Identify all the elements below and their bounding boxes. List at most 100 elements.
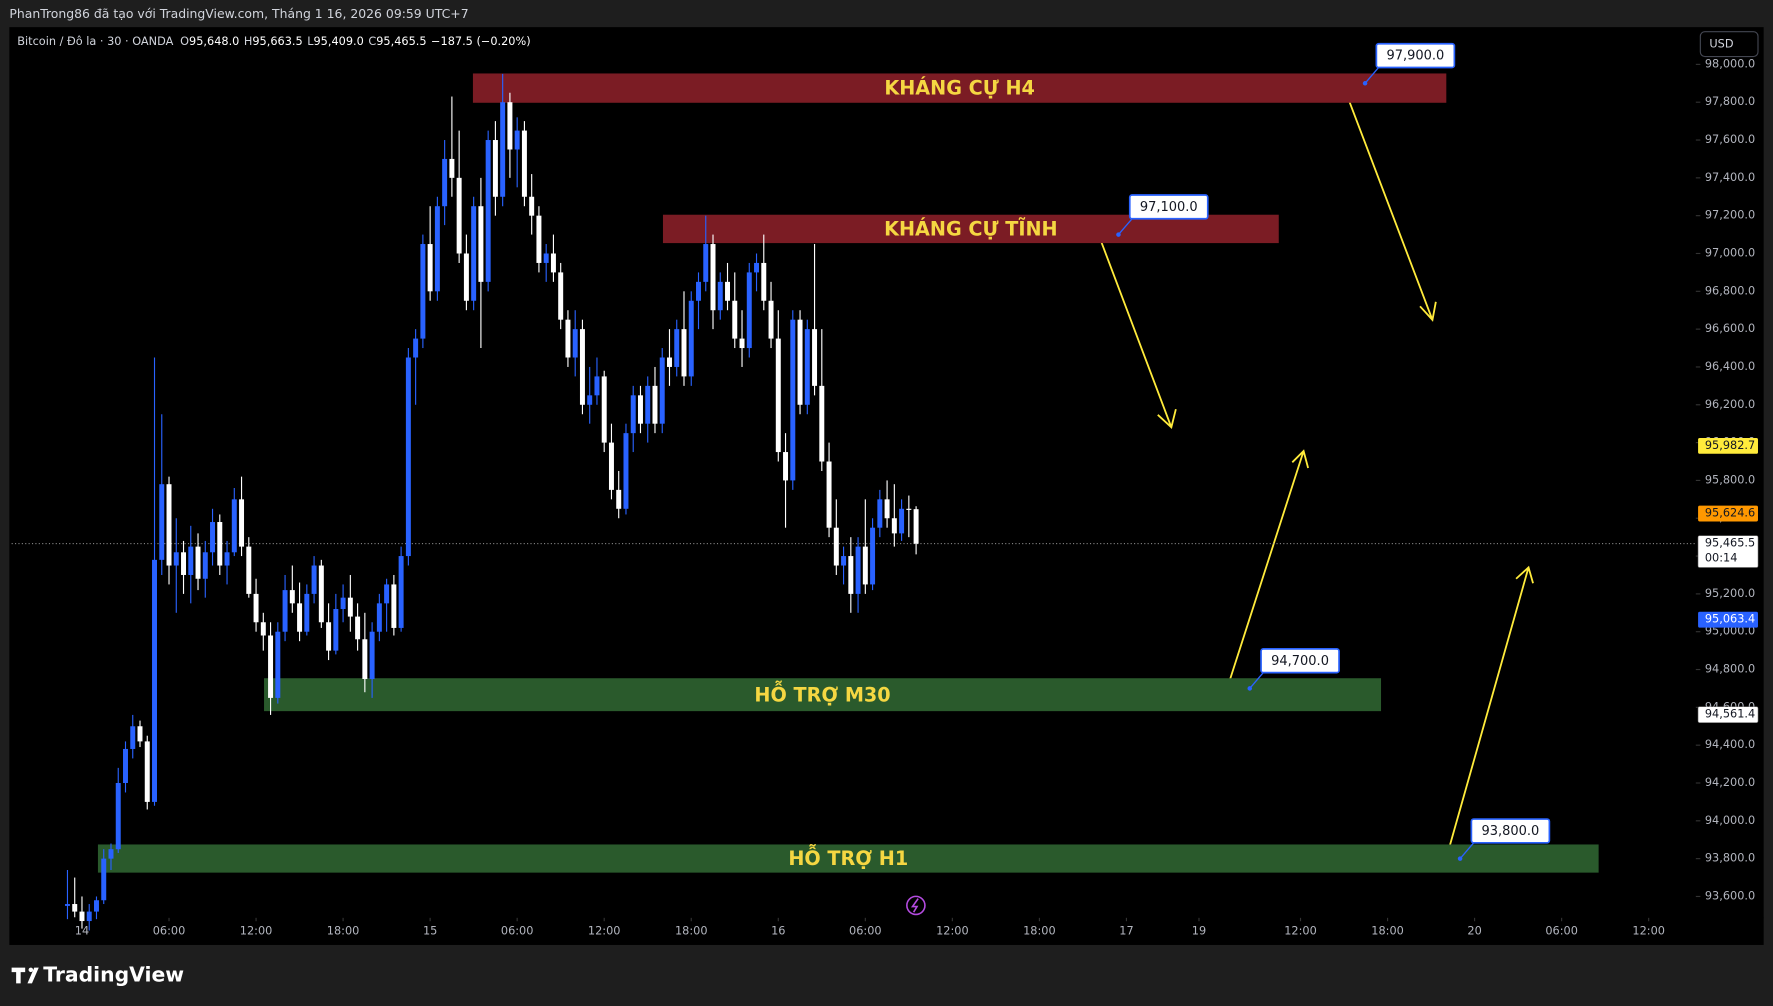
candle-body — [703, 244, 709, 282]
candle-body — [775, 338, 781, 453]
ohlc-key: L — [307, 35, 314, 48]
candle-body — [913, 509, 919, 544]
currency-button[interactable] — [1699, 31, 1759, 58]
ohlc-key: H — [244, 35, 253, 48]
countdown: 00:14 — [1705, 551, 1738, 564]
x-tick-label: 18:00 — [1371, 924, 1404, 937]
x-tick-label: 14 — [75, 924, 89, 937]
candle-body — [659, 357, 665, 424]
candle-body — [616, 489, 622, 509]
candle-body — [64, 904, 70, 906]
candle-body — [326, 622, 332, 651]
candle-body — [855, 546, 861, 594]
currency[interactable]: USD — [1709, 38, 1733, 51]
candle-body — [565, 319, 571, 358]
price-badge — [1697, 535, 1759, 568]
candle-body — [485, 140, 491, 282]
candle-body — [405, 357, 411, 557]
icon-bolt[interactable] — [910, 898, 919, 913]
y-tick-label: 93,800.0 — [1705, 852, 1755, 865]
candle-body — [645, 385, 651, 424]
candle-body — [783, 452, 789, 481]
candle-body — [587, 395, 593, 405]
zone-label: HỖ TRỢ H1 — [788, 843, 908, 870]
x-tick-label: 06:00 — [849, 924, 882, 937]
candle-body — [521, 130, 527, 197]
candle-body — [841, 556, 847, 566]
candle-body — [630, 395, 636, 434]
zone-label: KHÁNG CỰ H4 — [884, 77, 1035, 100]
callout-anchor — [1116, 232, 1121, 237]
y-tick-label: 97,200.0 — [1705, 209, 1755, 222]
candle-body — [536, 215, 542, 263]
x-tick-label: 18:00 — [675, 924, 708, 937]
price-badge-label: 95,624.6 — [1705, 507, 1755, 520]
candle-body — [217, 522, 223, 566]
arrow — [1097, 232, 1177, 429]
icon-circle[interactable] — [906, 895, 926, 916]
x-tick-label: 06:00 — [153, 924, 186, 937]
candle-body — [369, 631, 375, 679]
candle-body — [754, 262, 760, 273]
y-tick-label: 94,000.0 — [1705, 814, 1755, 827]
candle-body — [862, 546, 868, 585]
price-badge-label: 95,465.5 — [1705, 537, 1755, 550]
candle-body — [311, 565, 317, 594]
candle-body — [637, 395, 643, 424]
candle-body — [253, 593, 259, 623]
y-tick-label: 96,200.0 — [1705, 398, 1755, 411]
candle-body — [456, 177, 462, 254]
candle-body — [398, 556, 404, 628]
candle-body — [188, 546, 194, 575]
y-tick-label: 95,200.0 — [1705, 587, 1755, 600]
arrow — [1445, 565, 1534, 860]
candle-body — [137, 726, 143, 742]
candle-body — [768, 300, 774, 339]
x-tick-label: 15 — [423, 924, 437, 937]
candle-body — [761, 262, 767, 301]
candle-body — [710, 244, 716, 311]
x-tick-label: 12:00 — [1284, 924, 1317, 937]
y-tick-label: 93,600.0 — [1705, 889, 1755, 902]
candle-body — [391, 584, 397, 628]
candle-body — [93, 900, 99, 912]
candle-body — [152, 559, 157, 802]
ohlc-value: 95,648.0 — [189, 35, 239, 48]
candle-body — [420, 244, 426, 339]
candle-body — [623, 433, 629, 509]
candle-body — [72, 904, 78, 912]
candle-body — [333, 609, 339, 651]
candle-body — [790, 319, 796, 481]
price-badge-label: 95,063.4 — [1705, 613, 1755, 626]
candle-body — [362, 639, 368, 679]
candle-body — [115, 782, 121, 850]
y-tick-label: 97,400.0 — [1705, 171, 1755, 184]
candle-body — [434, 206, 440, 292]
y-tick-label: 94,400.0 — [1705, 738, 1755, 751]
candle-body — [848, 556, 854, 594]
candle-body — [681, 329, 687, 377]
candle-body — [463, 253, 469, 301]
x-tick-label: 18:00 — [1023, 924, 1056, 937]
candle-body — [812, 329, 818, 386]
candle-body — [478, 206, 484, 282]
candle-body — [79, 911, 85, 922]
callout-anchor — [1457, 856, 1463, 861]
candle-body — [195, 546, 201, 579]
callout-label: 93,800.0 — [1481, 824, 1539, 839]
candle-body — [833, 527, 839, 566]
logo-mark — [11, 967, 39, 984]
candle-body — [601, 376, 607, 443]
replay-icon[interactable] — [906, 895, 926, 916]
candle-body — [181, 552, 187, 575]
ohlc-value: 95,409.0 — [314, 35, 364, 48]
candle-body — [797, 319, 803, 405]
callout-box — [1260, 648, 1340, 674]
candle-body — [688, 300, 694, 377]
price-badge-label: 95,982.7 — [1705, 439, 1755, 452]
candle-body — [347, 597, 353, 617]
candle-body — [239, 499, 245, 547]
candle-body — [558, 272, 564, 320]
